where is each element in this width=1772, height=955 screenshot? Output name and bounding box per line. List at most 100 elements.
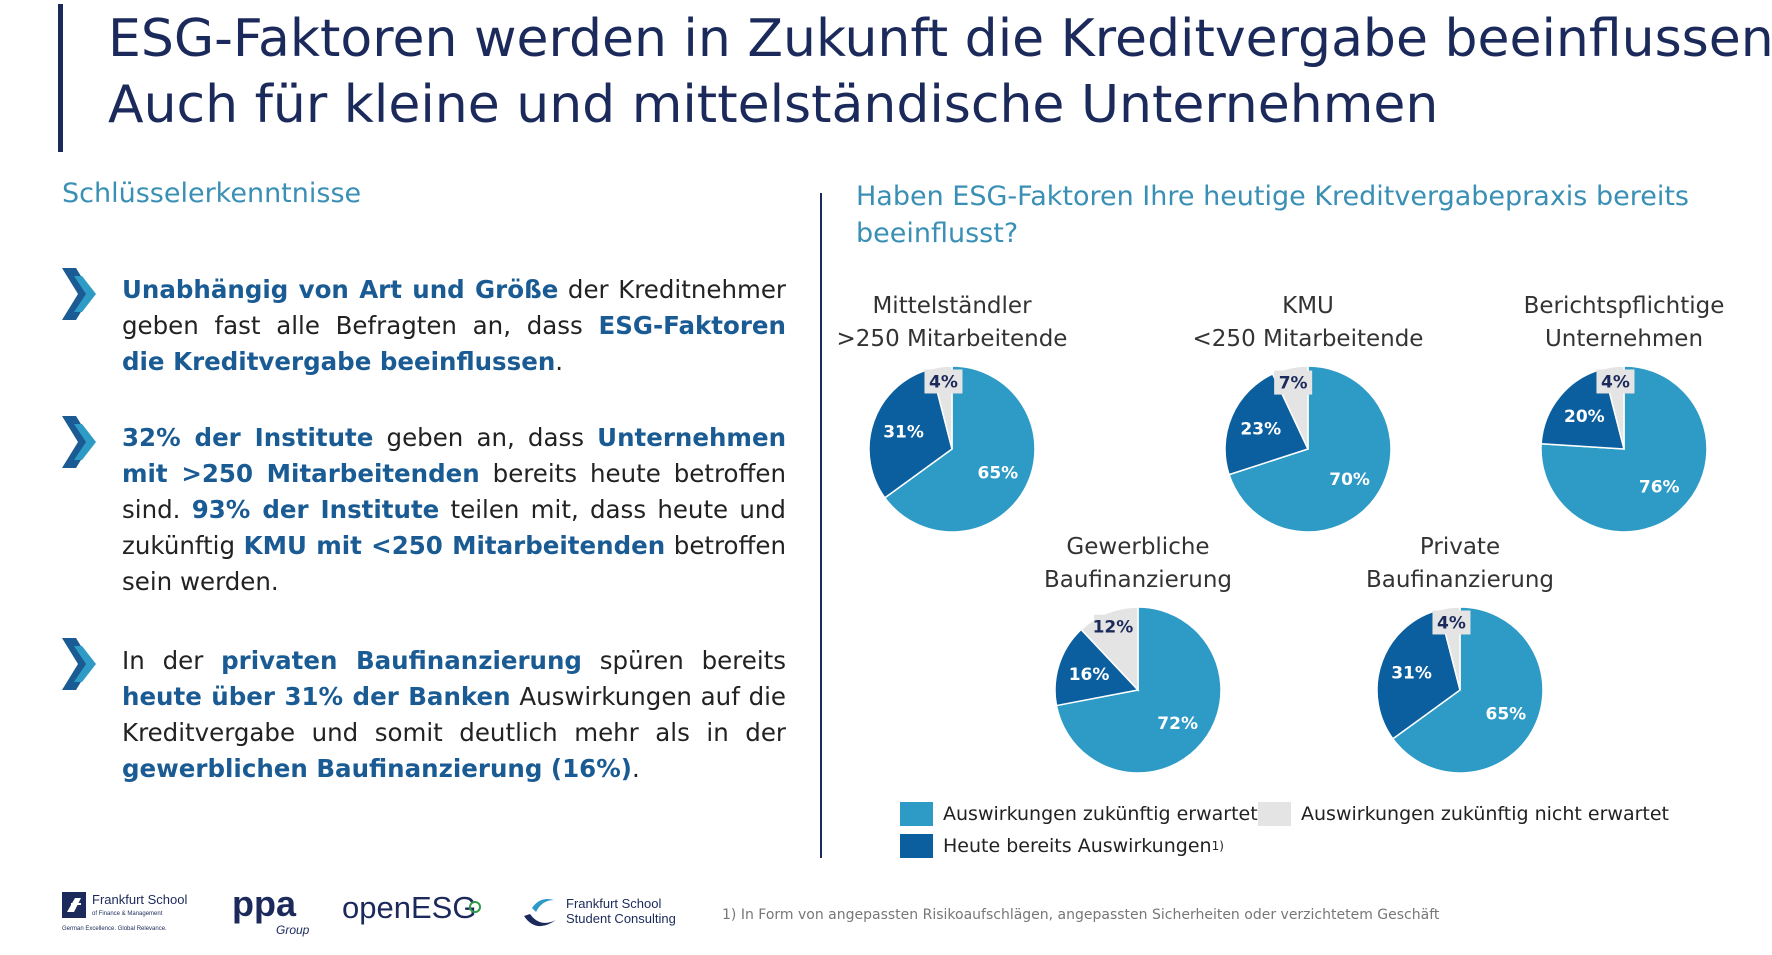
pie-slice-future — [1391, 606, 1544, 774]
finding-highlight: 32% der Institute — [122, 423, 374, 452]
pie-title: KMU <250 Mitarbeitende — [1178, 290, 1438, 356]
pie-title-line: Gewerbliche — [1066, 534, 1210, 560]
finding-text: 32% der Institute geben an, dass Unterne… — [122, 420, 786, 600]
openesg-logo: openESG — [342, 888, 492, 928]
pie-title-line: >250 Mitarbeitende — [836, 326, 1068, 352]
finding-run: In der — [122, 646, 222, 675]
page-title-line-2: Auch für kleine und mittelständische Unt… — [108, 75, 1439, 135]
pie-chart: 65% 31% 4% — [1376, 606, 1544, 774]
pie-data-label: 31% — [1391, 664, 1432, 684]
ppa-logo-name: ppa — [232, 883, 297, 924]
finding-run: teilen mit, dass heute und zukünftig — [122, 495, 786, 560]
pie-chart: 76% 20% 4% — [1540, 365, 1708, 533]
finding-highlight: heute über 31% der Banken — [122, 682, 511, 711]
ppa-group-logo: ppa Group — [232, 882, 314, 940]
page-title-line-1: ESG-Faktoren werden in Zukunft die Kredi… — [108, 9, 1772, 69]
pie-title: Berichtspflichtige Unternehmen — [1494, 290, 1754, 356]
pie-slice-future — [1228, 365, 1392, 533]
finding-highlight: KMU mit <250 Mitarbeitenden — [243, 531, 666, 560]
pie-data-label: 23% — [1240, 420, 1281, 440]
pie-slice-future — [883, 365, 1036, 533]
finding-run: geben an, dass — [373, 423, 598, 452]
pie-data-label: 4% — [929, 372, 958, 392]
finding-run: spüren bereits — [581, 646, 787, 675]
pie-data-label: 70% — [1329, 470, 1370, 490]
pie-title-line: Unternehmen — [1544, 326, 1704, 352]
title-accent-bar — [58, 4, 63, 152]
finding-run: bereits heute betroffen sind. — [122, 459, 786, 524]
fs-logo-tagline: German Excellence. Global Relevance. — [62, 926, 167, 932]
chevron-arrow-icon — [62, 416, 96, 468]
footer: Frankfurt School of Finance & Management… — [0, 880, 1772, 955]
pie-title-line: Berichtspflichtige — [1523, 293, 1725, 319]
page-title: ESG-Faktoren werden in Zukunft die Kredi… — [108, 6, 1772, 138]
legend-footnote-marker: 1) — [1211, 839, 1224, 853]
pie-label-background — [1596, 369, 1635, 394]
pie-slice-today — [1054, 628, 1140, 707]
ppa-logo-sub: Group — [276, 923, 310, 937]
finding-highlight: Unabhängig von Art und Größe — [122, 275, 559, 304]
fs-logo-name: Frankfurt School — [92, 892, 187, 907]
legend-item-future: Auswirkungen zukünftig erwartet — [900, 802, 1258, 826]
finding-highlight: gewerblichen Baufinanzierung (16%) — [122, 754, 632, 783]
chart-question-heading: Haben ESG-Faktoren Ihre heutige Kreditve… — [856, 181, 1689, 249]
pie-data-label: 4% — [1601, 372, 1630, 392]
finding-text: Unabhängig von Art und Größe der Kreditn… — [122, 272, 786, 380]
pie-slice-today — [868, 367, 953, 499]
pie-title-line: <250 Mitarbeitende — [1192, 326, 1424, 352]
pie-label-background — [1432, 610, 1471, 635]
fs-logo-sub: of Finance & Management — [92, 911, 163, 917]
pie-data-label: 20% — [1564, 407, 1605, 427]
pie-title-line: Baufinanzierung — [1365, 567, 1554, 593]
finding-run: . — [555, 347, 564, 376]
column-divider — [820, 193, 822, 858]
openesg-logo-name: openESG — [342, 890, 476, 925]
pie-chart: 70% 23% 7% — [1224, 365, 1392, 533]
pie-label-background — [924, 369, 963, 394]
pie-data-label: 12% — [1093, 618, 1134, 638]
legend-label: Auswirkungen zukünftig erwartet — [943, 803, 1258, 825]
pie-title-line: Baufinanzierung — [1043, 567, 1232, 593]
pie-title-line: KMU — [1282, 293, 1334, 319]
pie-title: Private Baufinanzierung — [1330, 531, 1590, 597]
legend-label: Heute bereits Auswirkungen — [943, 835, 1212, 857]
legend-label: Auswirkungen zukünftig nicht erwartet — [1301, 803, 1669, 825]
pie-slice-today — [1376, 608, 1461, 740]
finding-run: . — [631, 754, 640, 783]
chart-legend: Auswirkungen zukünftig erwartet Auswirku… — [900, 798, 1700, 866]
pie-data-label: 65% — [977, 463, 1018, 483]
openesg-leaf-icon — [469, 901, 481, 913]
finding-run: betroffen sein werden. — [122, 531, 787, 596]
pie-label-background — [1093, 614, 1132, 639]
finding-run: der Kreditnehmer geben fast alle Befragt… — [122, 275, 786, 340]
pie-slice-today — [1224, 372, 1310, 476]
finding-highlight: privaten Baufinanzierung — [221, 646, 582, 675]
key-findings-heading: Schlüsselerkenntnisse — [62, 178, 362, 209]
pie-data-label: 4% — [1437, 613, 1466, 633]
pie-title: Gewerbliche Baufinanzierung — [1008, 531, 1268, 597]
finding-text: In der privaten Baufinanzierung spüren b… — [122, 643, 786, 787]
legend-swatch — [900, 834, 933, 858]
legend-item-not-expected: Auswirkungen zukünftig nicht erwartet — [1258, 802, 1669, 826]
pie-data-label: 65% — [1485, 704, 1526, 724]
legend-swatch — [1258, 802, 1291, 826]
fs-consulting-line2: Student Consulting — [566, 911, 676, 926]
chevron-arrow-icon — [62, 638, 96, 690]
finding-highlight: Unternehmen mit >250 Mitarbeitenden — [122, 423, 787, 488]
pie-chart: 72% 16% 12% — [1054, 606, 1222, 774]
chevron-arrow-icon — [62, 268, 96, 320]
pie-data-label: 16% — [1069, 665, 1110, 685]
pie-chart: 65% 31% 4% — [868, 365, 1036, 533]
frankfurt-school-logo: Frankfurt School of Finance & Management… — [62, 890, 194, 934]
swoosh-icon — [524, 914, 556, 927]
pie-data-label: 31% — [883, 423, 924, 443]
finding-highlight: 93% der Institute — [191, 495, 440, 524]
finding-run: Auswirkungen auf die Kreditvergabe und s… — [122, 682, 786, 747]
pie-slice-future — [1540, 365, 1708, 533]
frankfurt-school-mark-icon: Frankfurt School of Finance & Management… — [62, 892, 187, 932]
fs-consulting-line1: Frankfurt School — [566, 896, 661, 911]
legend-swatch — [900, 802, 933, 826]
pie-data-label: 72% — [1157, 714, 1198, 734]
pie-data-label: 76% — [1639, 478, 1680, 498]
legend-item-today: Heute bereits Auswirkungen 1) — [900, 834, 1224, 858]
